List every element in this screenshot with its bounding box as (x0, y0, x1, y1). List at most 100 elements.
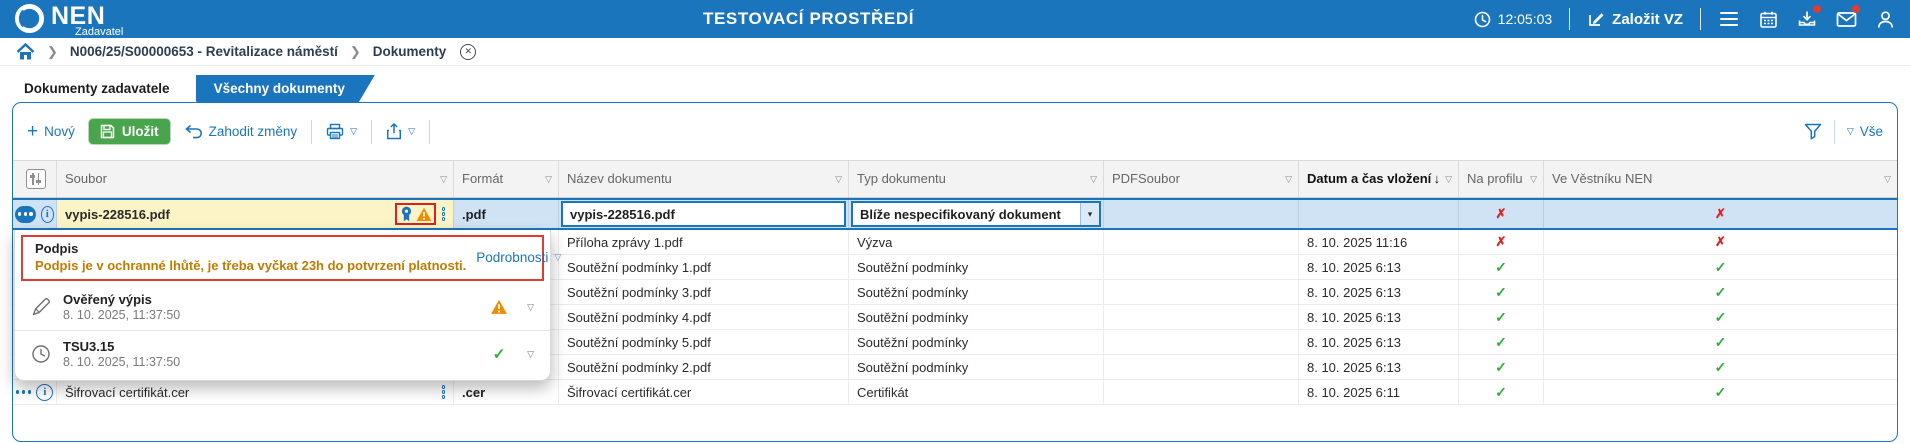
chevron-down-icon[interactable]: ▽ (350, 126, 358, 136)
nazev-cell: Příloha zprávy 1.pdf (559, 230, 849, 254)
filter-icon[interactable]: ▽ (1445, 173, 1452, 184)
status-cross-icon: ✗ (1715, 206, 1726, 221)
chevron-down-icon: ▾ (1080, 203, 1099, 225)
na-profilu-cell: ✓ (1459, 305, 1544, 329)
filter-icon[interactable]: ▽ (1884, 173, 1891, 184)
cell-menu-icon[interactable] (441, 385, 445, 399)
typ-cell: Soutěžní podmínky (849, 280, 1104, 304)
warning-icon (416, 207, 432, 221)
chevron-down-icon[interactable]: ▽ (408, 126, 416, 136)
column-header-typ[interactable]: Typ dokumentu ▽ (849, 161, 1104, 197)
typ-cell: Blíže nespecifikovaný dokument ▾ (849, 200, 1104, 228)
print-button[interactable]: ▽ (326, 123, 357, 140)
filter-button[interactable] (1804, 123, 1822, 140)
filter-icon[interactable]: ▽ (1285, 173, 1292, 184)
printer-icon (326, 123, 344, 140)
info-icon[interactable] (36, 383, 54, 401)
column-header-nazev[interactable]: Název dokumentu ▽ (559, 161, 849, 197)
nazev-cell: Soutěžní podmínky 5.pdf (559, 330, 849, 354)
view-all-dropdown[interactable]: ▽ Vše (1846, 124, 1883, 139)
vestnik-cell: ✓ (1544, 330, 1897, 354)
filter-icon[interactable]: ▽ (545, 173, 552, 184)
pdfsoubor-cell (1104, 230, 1299, 254)
save-button[interactable]: Uložit (88, 119, 170, 144)
details-link[interactable]: Podrobnosti ▽ (476, 249, 562, 265)
nazev-cell: Soutěžní podmínky 1.pdf (559, 255, 849, 279)
document-type-select[interactable]: Blíže nespecifikovaný dokument ▾ (851, 201, 1101, 227)
status-cross-icon: ✗ (1495, 234, 1507, 249)
export-button[interactable]: ▽ (386, 123, 415, 140)
divider (1700, 8, 1701, 30)
sort-desc-icon[interactable]: ↓ (1433, 170, 1441, 186)
document-name-input[interactable] (561, 201, 846, 227)
documents-table: Soubor ▽ Formát ▽ Název dokumentu ▽ Typ … (13, 160, 1897, 405)
table-row[interactable]: Šifrovací certifikát.cer .cer Šifrovací … (13, 380, 1897, 405)
vestnik-cell: ✗ (1544, 230, 1897, 254)
vestnik-cell: ✓ (1544, 305, 1897, 329)
status-check-icon: ✓ (1495, 283, 1507, 300)
filter-icon[interactable]: ▽ (440, 173, 447, 184)
chevron-down-icon: ▽ (554, 251, 562, 262)
tab-vsechny-dokumenty[interactable]: Všechny dokumenty (184, 75, 375, 102)
calendar-button[interactable] (1757, 8, 1779, 30)
cell-menu-icon[interactable] (441, 207, 445, 221)
column-header-soubor[interactable]: Soubor ▽ (57, 161, 454, 197)
status-check-icon: ✓ (1495, 358, 1507, 375)
new-button[interactable]: Nový (27, 124, 75, 139)
create-vz-button[interactable]: Založit VZ (1587, 10, 1683, 28)
status-check-icon: ✓ (492, 346, 506, 363)
format-cell (454, 230, 559, 254)
pdfsoubor-cell (1104, 280, 1299, 304)
warning-icon (489, 299, 509, 315)
messages-button[interactable] (1835, 5, 1860, 30)
home-icon[interactable] (16, 42, 35, 61)
divider (1569, 8, 1571, 30)
tab-dokumenty-zadavatele[interactable]: Dokumenty zadavatele (14, 75, 196, 102)
row-menu-button[interactable] (15, 390, 32, 394)
divider (1833, 119, 1835, 144)
chevron-down-icon[interactable]: ▽ (527, 348, 534, 359)
chevron-down-icon[interactable]: ▽ (527, 301, 534, 312)
logo-title: NEN (51, 2, 106, 30)
table-row[interactable]: vypis-228516.pdf .pdf (13, 198, 1897, 230)
typ-cell: Certifikát (849, 380, 1104, 404)
filter-icon[interactable]: ▽ (1090, 173, 1097, 184)
breadcrumb-item-vz[interactable]: N006/25/S00000653 - Revitalizace náměstí (69, 44, 338, 59)
soubor-cell[interactable]: Šifrovací certifikát.cer (57, 380, 454, 404)
close-icon[interactable]: ✕ (460, 43, 477, 60)
filter-icon[interactable]: ▽ (835, 173, 842, 184)
nen-logo[interactable]: NEN Zadavatel (14, 2, 123, 38)
time-value: 12:05:03 (1497, 11, 1553, 27)
row-menu-button[interactable] (15, 205, 36, 223)
inbox-button[interactable] (1796, 5, 1821, 30)
datum-cell: 8. 10. 2025 6:13 (1299, 355, 1459, 379)
column-header-datum[interactable]: Datum a čas vložení ↓ ▽ (1299, 161, 1459, 197)
column-header-pdfsoubor[interactable]: PDFSoubor ▽ (1104, 161, 1299, 197)
na-profilu-cell: ✗ (1459, 230, 1544, 254)
notification-badge (1813, 5, 1821, 13)
signature-status-box[interactable] (394, 203, 436, 225)
row-actions-cell (13, 380, 57, 404)
breadcrumb-item-dokumenty[interactable]: Dokumenty (372, 44, 447, 59)
column-settings-icon[interactable] (25, 169, 46, 189)
soubor-cell[interactable]: vypis-228516.pdf (57, 200, 454, 228)
user-button[interactable] (1874, 8, 1896, 30)
na-profilu-cell: ✓ (1459, 355, 1544, 379)
timestamp-item: TSU3.15 8. 10. 2025, 11:37:50 ✓ ▽ (15, 330, 550, 377)
column-header-na-profilu[interactable]: Na profilu ▽ (1459, 161, 1544, 197)
info-icon[interactable] (40, 205, 54, 223)
column-header-vestnik[interactable]: Ve Věstníku NEN ▽ (1552, 170, 1891, 186)
filter-icon[interactable]: ▽ (1530, 173, 1537, 184)
row-actions-cell (13, 200, 57, 228)
signature-item: Ověřený výpis 8. 10. 2025, 11:37:50 ▽ (15, 284, 550, 330)
pdfsoubor-cell (1104, 255, 1299, 279)
divider (429, 119, 431, 144)
notification-badge (1852, 5, 1860, 13)
breadcrumb: ❯ N006/25/S00000653 - Revitalizace náměs… (0, 38, 1910, 66)
pdfsoubor-cell (1104, 380, 1299, 404)
divider (311, 119, 313, 144)
column-header-format[interactable]: Formát ▽ (454, 161, 559, 197)
main-menu-button[interactable] (1718, 8, 1740, 30)
status-check-icon: ✓ (1714, 283, 1727, 300)
discard-changes-button[interactable]: Zahodit změny (184, 124, 297, 139)
